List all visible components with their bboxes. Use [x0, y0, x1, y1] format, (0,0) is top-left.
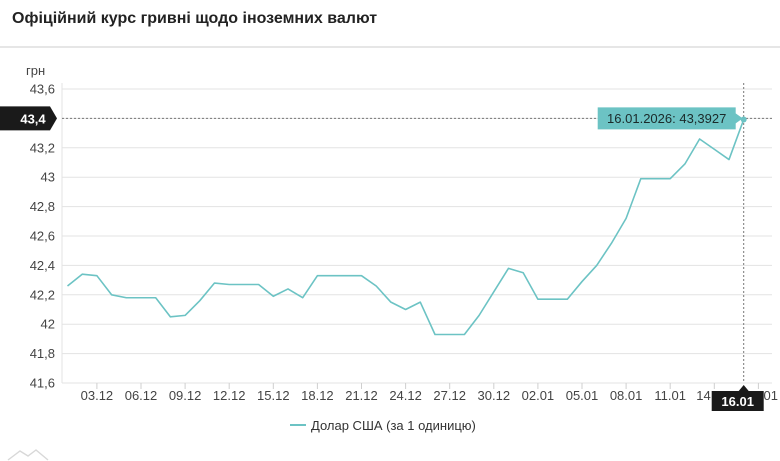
y-tick-label: 42,2 [30, 287, 55, 302]
x-tick-label: 03.12 [81, 388, 114, 403]
x-tick-label: 30.12 [478, 388, 511, 403]
x-tick-label: 08.01 [610, 388, 643, 403]
series-layer [67, 119, 745, 336]
x-tick-label: 14 [696, 388, 710, 403]
page-title: Офіційний курс гривні щодо іноземних вал… [12, 10, 378, 27]
y-tick-label: 42,4 [30, 258, 55, 273]
x-tick-label: 09.12 [169, 388, 202, 403]
x-tick-label: 12.12 [213, 388, 246, 403]
x-tick-label: 06.12 [125, 388, 158, 403]
y-tick-label: 42,6 [30, 229, 55, 244]
y-tick-label: 43 [41, 170, 55, 185]
x-tick-label: 11.01 [654, 388, 686, 403]
tooltip-text: 16.01.2026: 43,3927 [607, 111, 726, 126]
y-tick-label: 41,6 [30, 376, 55, 391]
y-tick-label: 41,8 [30, 346, 55, 361]
x-tick-label: 15.12 [257, 388, 290, 403]
x-tick-label: 18.12 [301, 388, 334, 403]
y-tick-label: 42 [41, 317, 55, 332]
x-tick-label: 27.12 [433, 388, 466, 403]
y-tick-label: 42,8 [30, 199, 55, 214]
y-crosshair-label: 43,4 [20, 111, 46, 126]
x-tick-labels: 03.12 06.12 09.12 12.12 15.12 18.12 21.12 24.12… [81, 383, 778, 403]
mountain-icon [7, 449, 49, 461]
highlight-point [740, 116, 747, 123]
x-tick-label: 02.01 [522, 388, 555, 403]
x-crosshair-label-bg [711, 385, 764, 411]
x-tick-label: 01 [764, 388, 778, 403]
series-line [67, 119, 745, 336]
y-tick-label: 43,2 [30, 140, 55, 155]
header-divider [0, 46, 780, 48]
legend[interactable]: Долар США (за 1 одиницю) [290, 418, 476, 433]
legend-label: Долар США (за 1 одиницю) [311, 418, 476, 433]
grid-lines [61, 83, 772, 384]
y-tick-label: 43,6 [30, 82, 55, 97]
y-crosshair-label-bg [0, 106, 57, 131]
y-axis-label: грн [26, 63, 45, 78]
x-crosshair-label: 16.01 [721, 394, 754, 409]
crosshair: 43,4 16.01 16.01.2026: 43,3927 [0, 83, 772, 411]
x-tick-label: 05.01 [566, 388, 599, 403]
x-tick-label: 21.12 [345, 388, 378, 403]
x-tick-label: 24.12 [389, 388, 422, 403]
tooltip-bg [597, 107, 743, 130]
